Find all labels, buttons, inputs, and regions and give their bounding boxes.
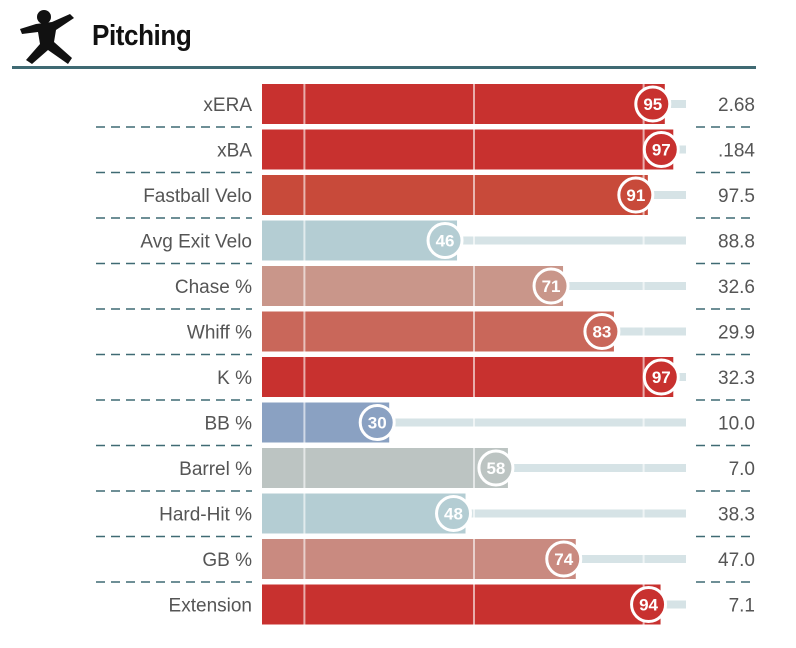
bar [262, 311, 614, 352]
bar [262, 266, 564, 306]
stat-value: 38.3 [718, 505, 755, 526]
percentile-label: 30 [368, 414, 387, 433]
bar [262, 448, 508, 488]
stat-value: 7.1 [729, 596, 755, 617]
bar [262, 357, 674, 397]
bar [262, 175, 648, 215]
bar [262, 220, 458, 261]
stat-value: 7.0 [729, 459, 755, 480]
bar [262, 84, 665, 124]
percentile-marker [477, 449, 515, 487]
category-label: xERA [203, 95, 252, 116]
stat-value: 32.3 [718, 368, 755, 389]
percentile-marker [435, 495, 473, 532]
category-label: BB % [204, 414, 252, 435]
bar [262, 493, 466, 534]
bar [262, 129, 674, 170]
category-label: Avg Exit Velo [140, 232, 252, 253]
percentile-marker [426, 222, 464, 259]
stat-value: 97.5 [718, 186, 755, 207]
category-label: Barrel % [179, 459, 252, 480]
percentile-marker [358, 404, 396, 441]
percentile-label: 58 [486, 459, 505, 478]
percentile-marker [642, 131, 680, 168]
percentile-label: 74 [554, 550, 573, 569]
percentile-label: 97 [652, 368, 671, 387]
bar [262, 539, 576, 579]
category-label: xBA [217, 141, 252, 162]
percentile-marker [634, 85, 672, 123]
bar [262, 584, 661, 625]
percentile-marker [583, 313, 621, 350]
stat-value: 88.8 [718, 232, 755, 253]
percentile-marker [642, 358, 680, 396]
stat-value: 2.68 [718, 95, 755, 116]
stat-value: .184 [718, 141, 755, 162]
stat-value: 32.6 [718, 277, 755, 298]
percentile-marker [545, 540, 583, 578]
percentile-label: 91 [626, 186, 645, 205]
category-label: Chase % [175, 277, 252, 298]
percentile-label: 71 [542, 277, 561, 296]
percentile-label: 46 [436, 232, 455, 251]
percentile-marker [617, 176, 655, 214]
category-label: Hard-Hit % [159, 505, 252, 526]
stat-value: 29.9 [718, 323, 755, 344]
chart-title: Pitching [92, 20, 192, 52]
title-divider [12, 66, 756, 69]
category-label: Extension [169, 596, 252, 617]
percentile-label: 97 [652, 141, 671, 160]
stat-value: 47.0 [718, 550, 755, 571]
percentile-label: 95 [643, 95, 662, 114]
stat-value: 10.0 [718, 414, 755, 435]
percentile-label: 94 [639, 596, 658, 615]
percentile-marker [532, 267, 570, 305]
percentile-marker [630, 586, 668, 623]
pitcher-icon [20, 10, 74, 64]
percentile-label: 48 [444, 505, 463, 524]
chart-header: Pitching [0, 0, 796, 80]
percentile-label: 83 [592, 323, 611, 342]
category-label: Fastball Velo [143, 186, 252, 207]
category-label: K % [217, 368, 252, 389]
category-label: GB % [202, 550, 252, 571]
category-label: Whiff % [187, 323, 252, 344]
